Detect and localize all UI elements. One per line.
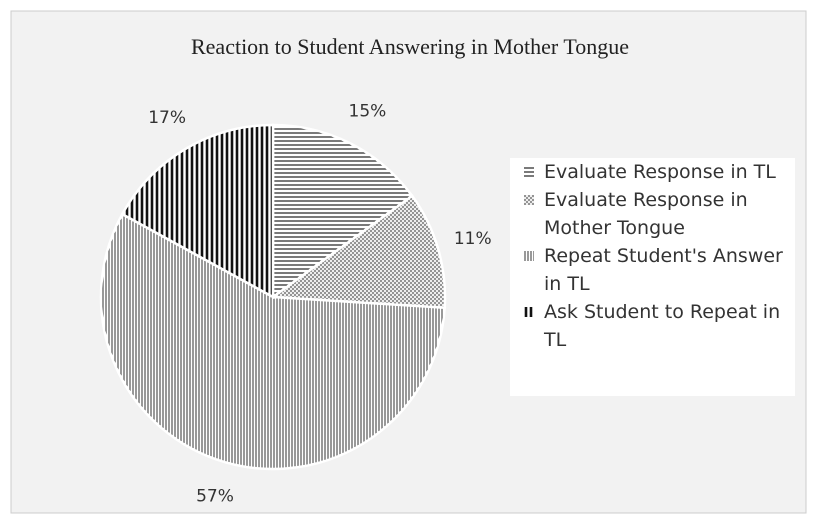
data-label: 15% xyxy=(349,102,387,122)
pie-slice xyxy=(271,123,414,300)
legend-item: Evaluate Response in Mother Tongue xyxy=(510,186,795,242)
data-label: 57% xyxy=(196,487,234,507)
pie-slice xyxy=(269,194,447,310)
legend-swatch xyxy=(524,307,534,317)
legend-swatch-fill xyxy=(524,167,534,177)
legend: Evaluate Response in TL Evaluate Response… xyxy=(510,158,795,396)
data-label: 11% xyxy=(454,229,492,249)
legend-swatch xyxy=(524,167,534,177)
legend-label: Evaluate Response in TL xyxy=(544,161,776,183)
data-label: 17% xyxy=(148,108,186,128)
chart-title: Reaction to Student Answering in Mother … xyxy=(191,34,629,59)
legend-label: Ask Student to Repeat in TL xyxy=(544,301,781,351)
legend-swatch xyxy=(524,251,534,261)
pie-slice xyxy=(99,212,446,471)
legend-swatch-fill xyxy=(524,251,534,261)
legend-swatch xyxy=(524,195,534,205)
legend-item: Ask Student to Repeat in TL xyxy=(510,298,795,354)
legend-item: Evaluate Response in TL xyxy=(510,158,795,186)
legend-label: Evaluate Response in Mother Tongue xyxy=(544,189,748,239)
pie-slice xyxy=(120,123,275,300)
legend-item: Repeat Student's Answer in TL xyxy=(510,242,795,298)
legend-swatch-fill xyxy=(524,195,534,205)
legend-swatch-fill xyxy=(524,307,534,317)
legend-label: Repeat Student's Answer in TL xyxy=(544,245,783,295)
